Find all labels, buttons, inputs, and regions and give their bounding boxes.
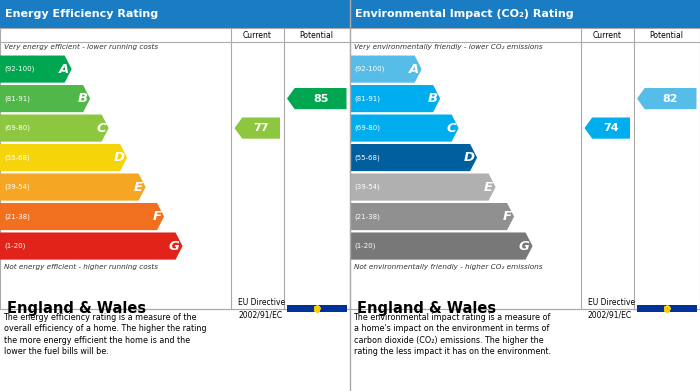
Text: 77: 77 [253, 123, 269, 133]
Polygon shape [350, 203, 514, 230]
Text: Very environmentally friendly - lower CO₂ emissions: Very environmentally friendly - lower CO… [354, 44, 542, 50]
Text: G: G [519, 240, 530, 253]
Polygon shape [350, 115, 458, 142]
Polygon shape [0, 233, 183, 260]
Text: C: C [96, 122, 106, 135]
Text: A: A [409, 63, 419, 75]
Text: A: A [59, 63, 69, 75]
Text: Very energy efficient - lower running costs: Very energy efficient - lower running co… [4, 44, 158, 50]
Text: The environmental impact rating is a measure of
a home's impact on the environme: The environmental impact rating is a mea… [354, 313, 551, 356]
Bar [0, 0, 350, 28]
Bar [287, 305, 346, 312]
Text: B: B [427, 92, 438, 105]
Text: EU Directive
2002/91/EC: EU Directive 2002/91/EC [238, 298, 285, 319]
Text: B: B [77, 92, 88, 105]
Text: G: G [169, 240, 180, 253]
Text: (92-100): (92-100) [354, 66, 384, 72]
Text: C: C [446, 122, 456, 135]
Polygon shape [350, 85, 440, 112]
Text: F: F [503, 210, 511, 223]
Polygon shape [0, 203, 164, 230]
Text: England & Wales: England & Wales [357, 301, 496, 316]
Text: F: F [153, 210, 161, 223]
Polygon shape [350, 174, 496, 201]
Text: 85: 85 [313, 93, 328, 104]
Polygon shape [584, 117, 630, 139]
Text: 74: 74 [603, 123, 619, 133]
Text: D: D [113, 151, 125, 164]
Polygon shape [0, 56, 71, 83]
Text: Current: Current [243, 30, 272, 40]
Polygon shape [350, 56, 421, 83]
Polygon shape [0, 144, 127, 171]
Polygon shape [350, 233, 533, 260]
Text: (21-38): (21-38) [4, 213, 30, 220]
Bar [0, 28, 350, 309]
Text: EU Directive
2002/91/EC: EU Directive 2002/91/EC [588, 298, 635, 319]
Text: Environmental Impact (CO₂) Rating: Environmental Impact (CO₂) Rating [355, 9, 574, 19]
Text: (69-80): (69-80) [354, 125, 380, 131]
Polygon shape [234, 117, 280, 139]
Text: (1-20): (1-20) [354, 243, 376, 249]
Text: (1-20): (1-20) [4, 243, 26, 249]
Text: Not environmentally friendly - higher CO₂ emissions: Not environmentally friendly - higher CO… [354, 264, 542, 270]
Polygon shape [350, 144, 477, 171]
Text: (55-68): (55-68) [354, 154, 380, 161]
Polygon shape [287, 88, 346, 109]
Polygon shape [0, 115, 108, 142]
Bar [350, 28, 700, 309]
Text: (39-54): (39-54) [354, 184, 380, 190]
Text: (69-80): (69-80) [4, 125, 30, 131]
Text: Potential: Potential [650, 30, 684, 40]
Text: Potential: Potential [300, 30, 334, 40]
Text: Not energy efficient - higher running costs: Not energy efficient - higher running co… [4, 264, 158, 270]
Text: (21-38): (21-38) [354, 213, 380, 220]
Polygon shape [637, 88, 696, 109]
Text: 82: 82 [663, 93, 678, 104]
Text: E: E [484, 181, 493, 194]
Text: E: E [134, 181, 143, 194]
Polygon shape [0, 174, 146, 201]
Text: (81-91): (81-91) [354, 95, 380, 102]
Bar [637, 305, 696, 312]
Text: Current: Current [593, 30, 622, 40]
Polygon shape [0, 85, 90, 112]
Text: (39-54): (39-54) [4, 184, 30, 190]
Text: (55-68): (55-68) [4, 154, 30, 161]
Bar [350, 0, 700, 28]
Text: D: D [463, 151, 475, 164]
Text: Energy Efficiency Rating: Energy Efficiency Rating [6, 9, 158, 19]
Text: The energy efficiency rating is a measure of the
overall efficiency of a home. T: The energy efficiency rating is a measur… [4, 313, 206, 356]
Text: (92-100): (92-100) [4, 66, 34, 72]
Text: (81-91): (81-91) [4, 95, 30, 102]
Text: England & Wales: England & Wales [7, 301, 146, 316]
